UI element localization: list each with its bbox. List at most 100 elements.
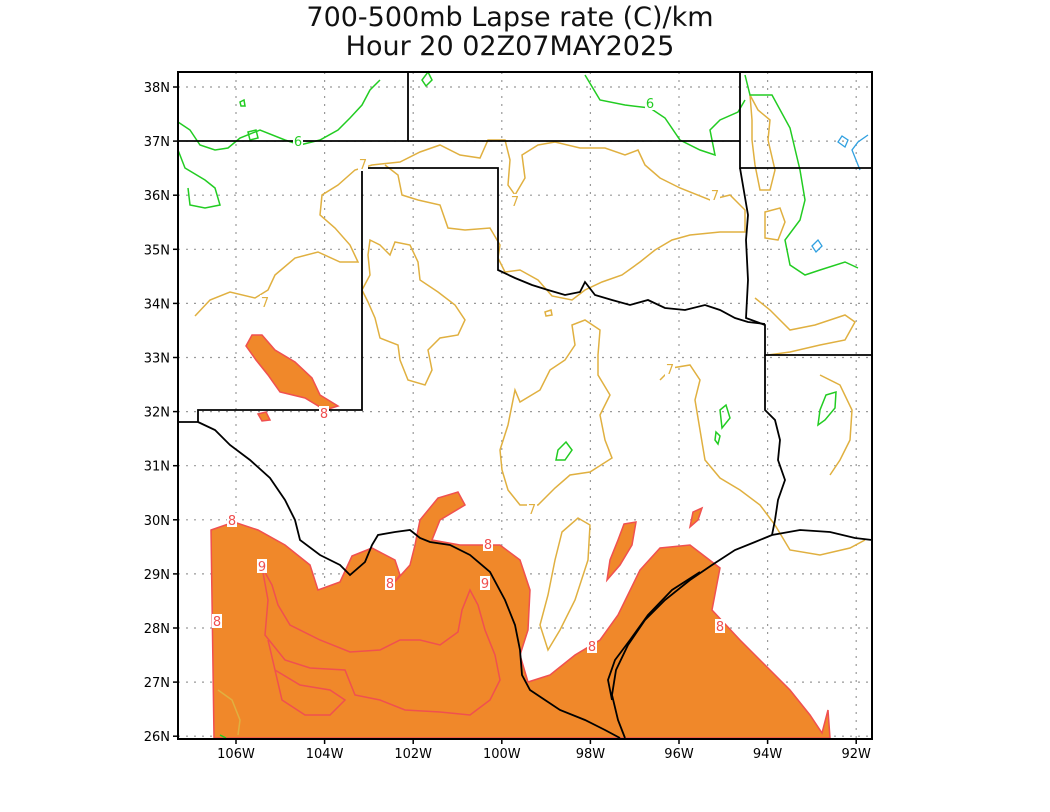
contour-label-bg (358, 157, 368, 171)
lat-tick-label: 37N (144, 135, 170, 150)
contour-label: 7 (359, 158, 367, 173)
state-line-ks-mo (739, 72, 872, 169)
contour-label-bg (385, 576, 395, 590)
lat-tick-label: 28N (144, 622, 170, 637)
lat-tick-label: 32N (144, 406, 170, 421)
lon-tick-label: 100W (483, 747, 521, 762)
lat-tick-label: 35N (144, 243, 170, 258)
contour-7-east-rise (819, 374, 853, 476)
contour-label: 6 (646, 97, 654, 112)
contour-label: 8 (716, 620, 724, 635)
lat-tick-label: 29N (144, 568, 170, 583)
map-title: 700-500mb Lapse rate (C)/km (306, 2, 714, 33)
contour-7-north (194, 139, 746, 317)
contour-label-bg (257, 559, 267, 573)
coast-detail (607, 571, 701, 701)
contour-7-east-side (749, 94, 776, 191)
fill-east-tx-sliver (688, 506, 704, 530)
state-line-ar-la (739, 167, 872, 356)
contour-label-bg (227, 513, 237, 527)
contour-6-central-tx (555, 440, 573, 461)
contour-6-west-loop (247, 129, 259, 141)
fill-small-nm (256, 411, 272, 422)
lat-tick-label: 31N (144, 460, 170, 475)
contour-6-north-central (584, 74, 746, 157)
lat-tick-label: 36N (144, 189, 170, 204)
lat-tick-label: 26N (144, 730, 170, 745)
contour-low (811, 134, 869, 254)
lat-tick-label: 38N (144, 81, 170, 96)
contour-labels: 6 6 7 7 7 7 7 7 8 8 8 8 8 8 8 9 9 (212, 96, 725, 655)
contour-6-north-west (177, 79, 381, 209)
contour-label-bg (212, 614, 222, 628)
contour-7-small-loop (764, 207, 786, 241)
contour-label: 8 (228, 514, 236, 529)
fill-regions (210, 334, 831, 739)
contour-label: 9 (258, 560, 266, 575)
lon-tick-label: 102W (394, 747, 432, 762)
lon-tick-label: 94W (753, 747, 783, 762)
contour-label: 8 (213, 615, 221, 630)
fill-central-tx-sliver (605, 521, 637, 583)
contour-label-bg (483, 537, 493, 551)
lat-axis: 38N 37N 36N 35N 34N 33N 32N 31N 30N 29N 28N 27N 26N (144, 81, 178, 745)
contour-label-bg (510, 194, 520, 208)
contour-7-sw (539, 517, 591, 652)
contour-7-small-dot (544, 309, 553, 317)
lon-tick-label: 96W (664, 747, 694, 762)
gulf-coast (611, 529, 873, 739)
contour-label-bg (293, 134, 303, 148)
contour-label: 7 (666, 363, 674, 378)
contour-7 (194, 94, 866, 736)
contour-label-bg (527, 502, 537, 516)
contour-label: 7 (511, 195, 519, 210)
contour-label: 8 (484, 538, 492, 553)
lon-axis: 106W 104W 102W 100W 98W 96W 94W 92W (217, 739, 871, 762)
contour-9-inner (267, 639, 347, 716)
contour-label: 6 (294, 135, 302, 150)
contour-7-central (499, 319, 613, 506)
contour-label-bg (319, 406, 329, 420)
contour-6-east-tx2 (817, 390, 837, 427)
map-subtitle: Hour 20 02Z07MAY2025 (345, 31, 675, 62)
lon-tick-label: 104W (306, 747, 344, 762)
contour-7-corner (217, 689, 241, 736)
contour-label-bg (480, 576, 490, 590)
fill-south-texas (210, 491, 831, 739)
lat-tick-label: 27N (144, 676, 170, 691)
contour-6-east-small (714, 430, 721, 446)
contour-label-bg (665, 362, 675, 376)
contour-7-east-loop (754, 297, 856, 356)
contour-6 (177, 70, 859, 739)
lat-tick-label: 30N (144, 514, 170, 529)
contour-9-west (261, 566, 501, 716)
contour-6-corner (219, 734, 227, 739)
state-line-tx-la (764, 355, 786, 536)
map-frame (177, 71, 873, 740)
contour-6-east (744, 74, 859, 276)
lon-tick-label: 106W (217, 747, 255, 762)
contour-label-bg (715, 619, 725, 633)
contour-label-bg (710, 188, 720, 202)
contour-low-ne2 (851, 134, 869, 171)
lon-tick-label: 98W (576, 747, 606, 762)
fill-new-mexico (245, 334, 340, 411)
contour-label: 8 (588, 640, 596, 655)
lon-tick-label: 92W (841, 747, 871, 762)
contour-label-bg (645, 96, 655, 110)
contour-label: 8 (386, 577, 394, 592)
boundaries (178, 72, 873, 739)
lat-tick-label: 33N (144, 352, 170, 367)
contour-6-dots (239, 98, 246, 107)
contour-7-panhandle (361, 238, 466, 386)
state-line-tx-panhandle (362, 167, 766, 325)
contour-label: 7 (528, 503, 536, 518)
contour-7-east-band (659, 364, 866, 556)
contour-label: 7 (711, 189, 719, 204)
rio-grande (197, 421, 621, 739)
contour-low-ne (837, 135, 849, 148)
state-line-nm-tx (178, 168, 363, 423)
contour-label-bg (587, 639, 597, 653)
contour-label: 8 (320, 407, 328, 422)
